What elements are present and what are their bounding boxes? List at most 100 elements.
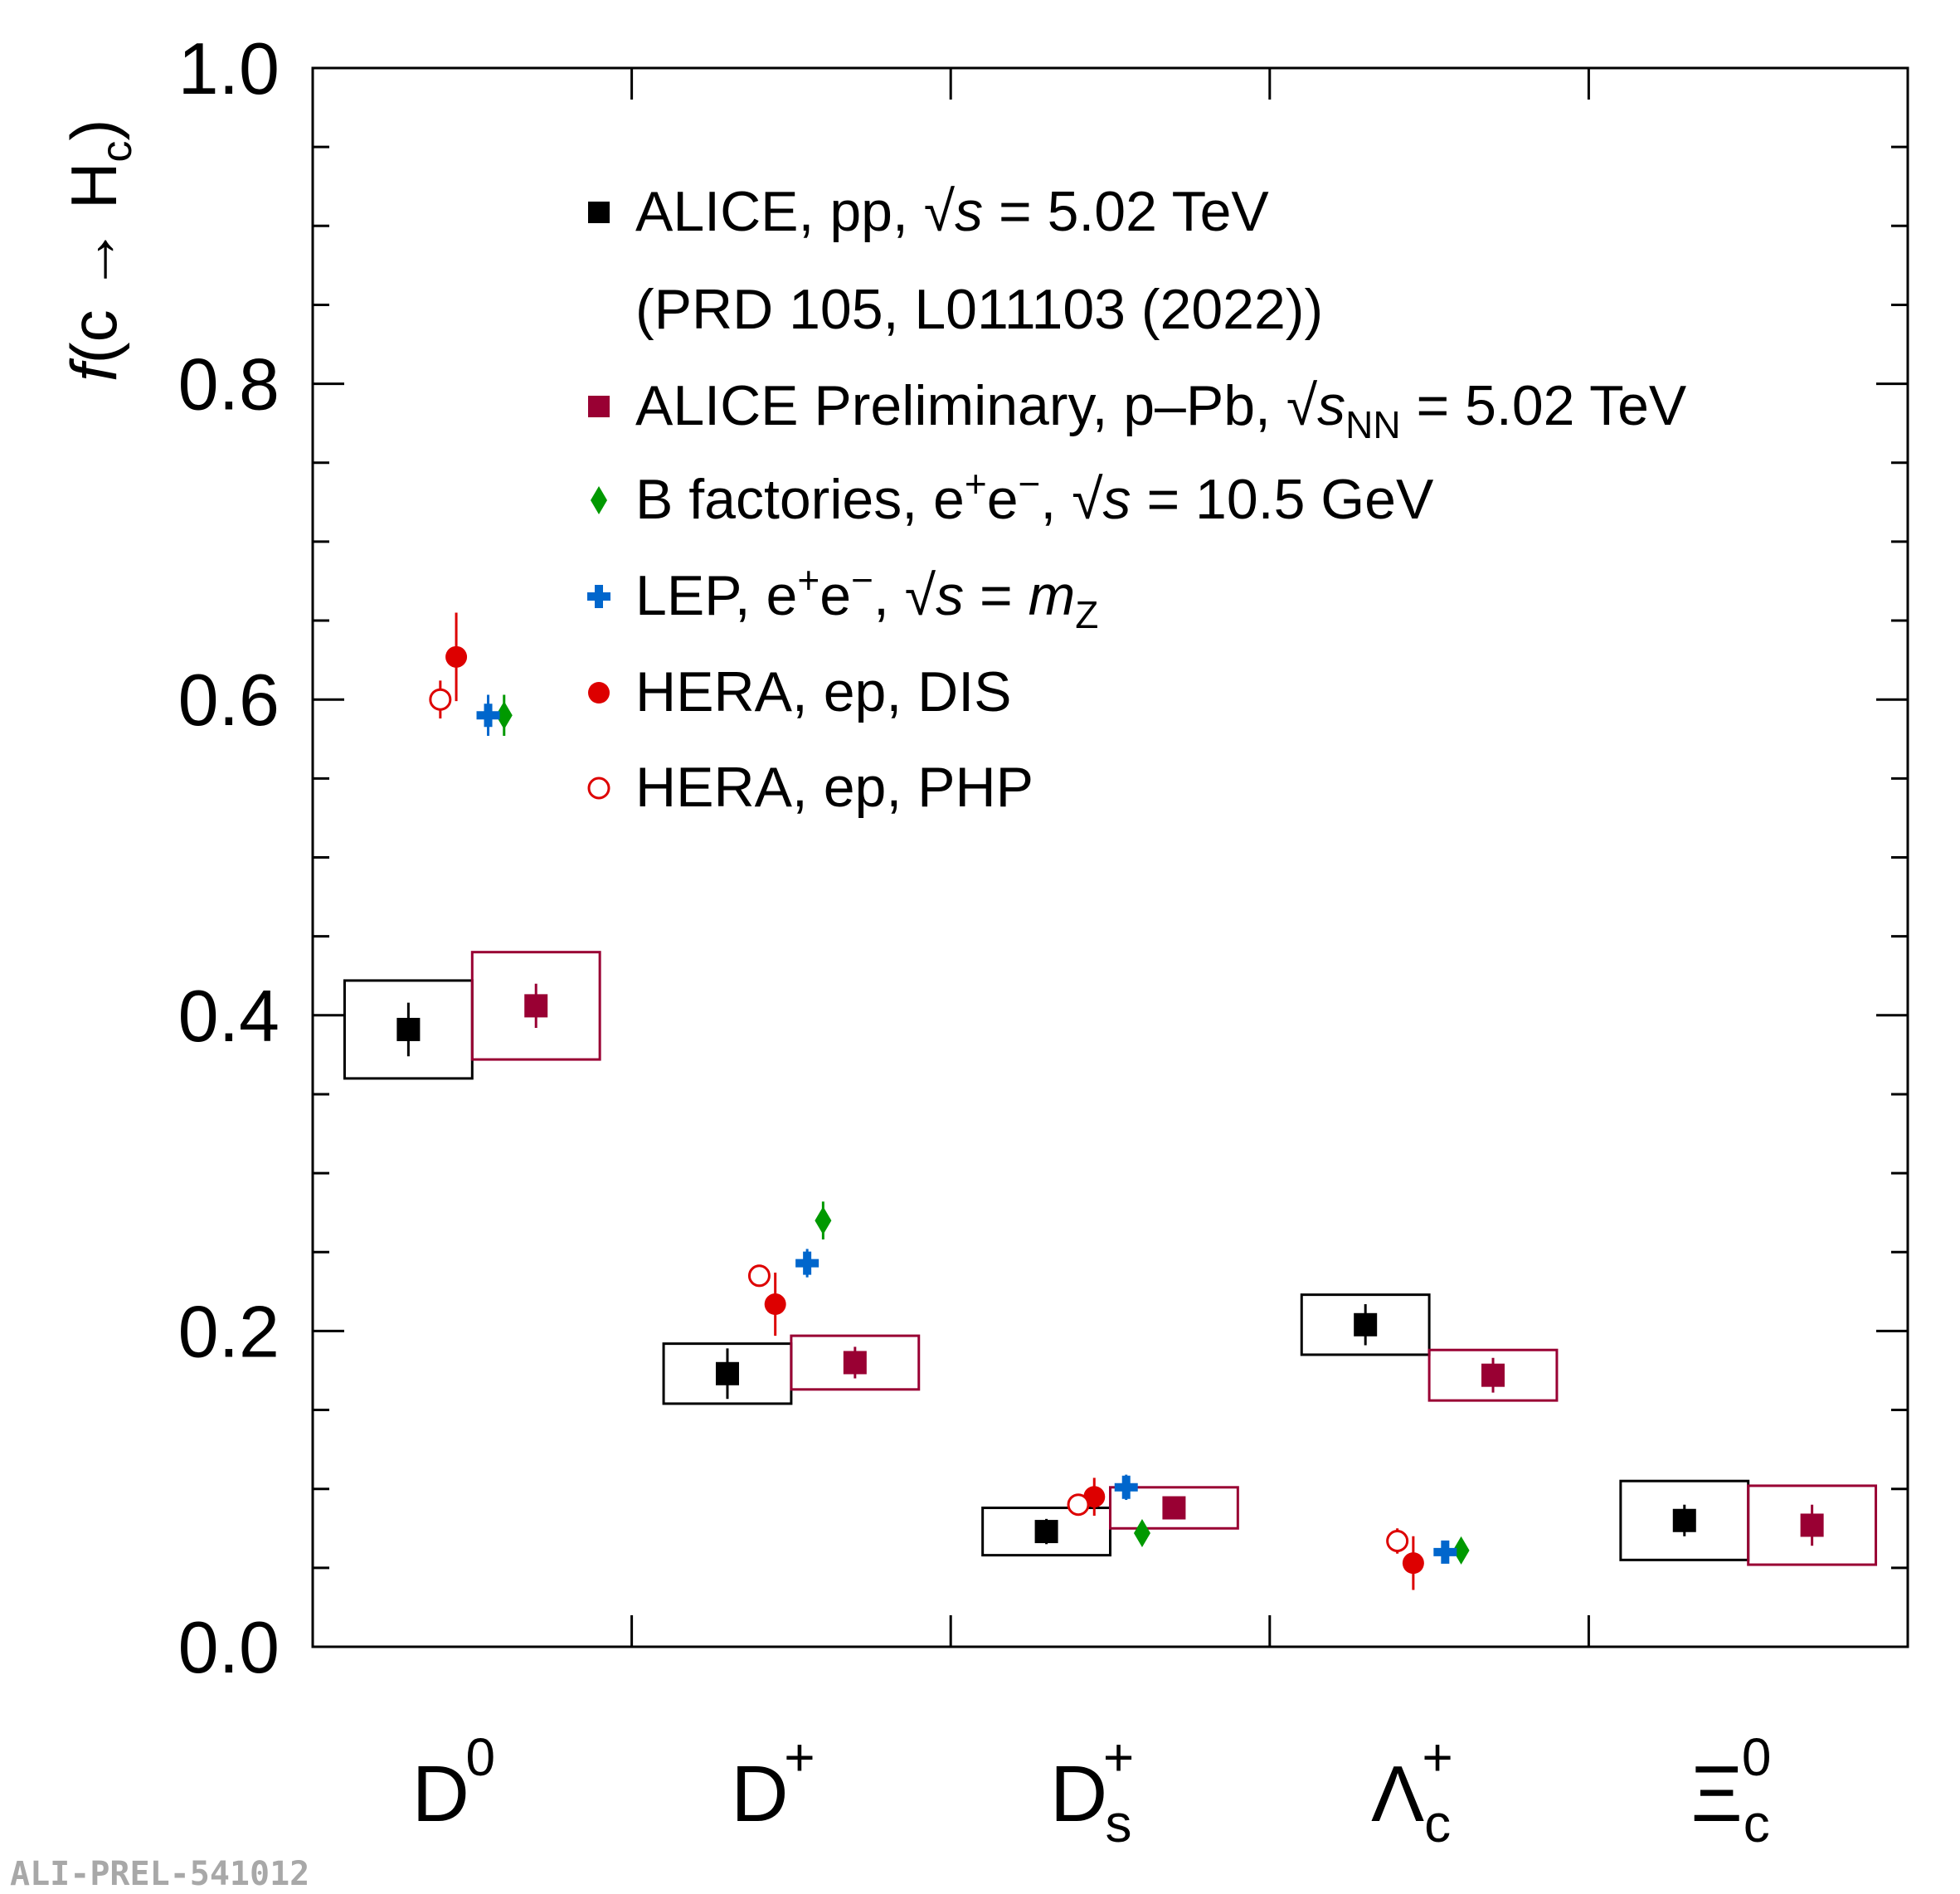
syst-box [1109, 1486, 1239, 1530]
x-category-label: Ξ 0 c [1691, 1727, 1772, 1853]
marker-square [1481, 1363, 1505, 1387]
legend-sqrt-arg: s [955, 180, 983, 243]
marker-open-circle [747, 1264, 771, 1288]
category-superscript: 0 [466, 1727, 496, 1787]
legend-entry: (PRD 105, L011103 (2022)) [635, 278, 1323, 341]
legend-label: B factories, e [635, 468, 965, 531]
marker-cross [795, 1251, 820, 1275]
legend-text: ALICE, pp, √s = 5.02 TeV [635, 180, 1269, 243]
marker-square [588, 396, 610, 417]
legend-sqrt: √ [1072, 468, 1103, 531]
legend-label: HERA, ep, DIS [635, 660, 1012, 723]
legend-label: LEP, e [635, 564, 797, 627]
y-tick-label: 0.8 [178, 343, 280, 426]
legend-label: m [1029, 564, 1076, 627]
marker-square [843, 1351, 867, 1375]
legend-sup: + [965, 462, 987, 505]
marker-square [1800, 1513, 1824, 1537]
y-label-part: H [57, 163, 130, 227]
legend-label: , [873, 564, 905, 627]
legend-label: , [1040, 468, 1072, 531]
category-superscript: + [784, 1727, 815, 1787]
legend-label: (PRD 105, L011103 (2022)) [635, 278, 1323, 341]
legend-label: = 10.5 GeV [1131, 468, 1434, 531]
marker-cross [587, 585, 610, 608]
legend-label: ALICE, pp, [635, 180, 924, 243]
category-subscript: c [1744, 1794, 1770, 1853]
data-points [343, 612, 1878, 1590]
marker-diamond [495, 701, 513, 730]
legend-sub: Z [1075, 593, 1098, 636]
marker-square [588, 202, 610, 223]
marker-cross [1433, 1540, 1457, 1564]
legend-sqrt: √ [1286, 374, 1318, 437]
legend-sup: − [1019, 462, 1041, 505]
marker-square [396, 1017, 421, 1041]
series [343, 979, 1750, 1561]
marker-open-circle [1067, 1493, 1090, 1517]
marker-open-circle [587, 777, 610, 800]
category-subscript: s [1106, 1794, 1132, 1853]
category-base: D [412, 1750, 469, 1838]
marker-square [1672, 1508, 1696, 1532]
y-tick-label: 1.0 [178, 27, 280, 110]
legend: ALICE, pp, √s = 5.02 TeV(PRD 105, L01110… [587, 180, 1687, 819]
category-superscript: + [1103, 1727, 1134, 1787]
marker-cross [476, 704, 500, 728]
legend-sqrt-arg: s [936, 564, 964, 627]
marker-circle [1402, 1552, 1424, 1575]
category-base: Λ [1371, 1750, 1424, 1838]
legend-text: ALICE Preliminary, p–Pb, √sNN = 5.02 TeV [635, 374, 1687, 446]
legend-label: e [820, 564, 851, 627]
syst-box [1427, 1348, 1559, 1402]
marker-cross [1114, 1475, 1138, 1499]
marker-diamond [1452, 1536, 1470, 1565]
y-label-part: ) [57, 119, 130, 141]
marker-circle [445, 645, 468, 668]
category-base: D [1050, 1750, 1107, 1838]
legend-entry: HERA, ep, PHP [587, 756, 1033, 819]
legend-text: (PRD 105, L011103 (2022)) [635, 278, 1323, 341]
legend-entry: HERA, ep, DIS [588, 660, 1012, 723]
category-superscript: + [1422, 1727, 1452, 1787]
marker-square [715, 1361, 739, 1385]
x-category-label: D+ [731, 1727, 815, 1838]
y-label-text: f(c → Hc) [57, 119, 141, 382]
legend-sqrt: √ [905, 564, 936, 627]
series [495, 694, 1470, 1565]
legend-label: e [987, 468, 1019, 531]
marker-square [524, 994, 548, 1018]
legend-sqrt: √ [924, 180, 956, 243]
legend-text: LEP, e+e−, √s = mZ [635, 558, 1098, 636]
marker-open-circle [1386, 1529, 1409, 1552]
legend-label: = 5.02 TeV [983, 180, 1269, 243]
legend-label: ALICE Preliminary, p–Pb, [635, 374, 1286, 437]
syst-box [790, 1334, 921, 1391]
legend-text: HERA, ep, PHP [635, 756, 1033, 819]
y-tick-label: 0.2 [178, 1290, 280, 1372]
watermark: ALI-PREL-541012 [10, 1855, 309, 1893]
category-subscript: c [1424, 1794, 1451, 1853]
legend-sup: + [797, 558, 820, 601]
legend-entry: LEP, e+e−, √s = mZ [587, 558, 1098, 636]
legend-sub: NN [1345, 403, 1400, 446]
y-tick-label: 0.0 [178, 1606, 280, 1688]
syst-box [1300, 1293, 1431, 1356]
legend-text: B factories, e+e−, √s = 10.5 GeV [635, 462, 1434, 531]
series [476, 694, 1457, 1564]
x-category-label: D0 [412, 1727, 495, 1838]
y-axis: 0.0 0.2 0.4 0.6 0.8 1.0 [178, 27, 1908, 1688]
legend-text: HERA, ep, DIS [635, 660, 1012, 723]
y-label-sub: c [93, 141, 141, 163]
legend-label: HERA, ep, PHP [635, 756, 1033, 819]
marker-circle [764, 1293, 786, 1316]
marker-diamond [591, 486, 607, 514]
marker-square [1162, 1496, 1186, 1520]
legend-entry: ALICE, pp, √s = 5.02 TeV [588, 180, 1269, 243]
category-base: Ξ [1691, 1750, 1743, 1838]
y-tick-label: 0.6 [178, 659, 280, 741]
x-axis: D0 D+ D+s Λ+c Ξ 0c [412, 68, 1772, 1853]
series [470, 951, 1878, 1566]
y-label-part: (c [57, 292, 130, 364]
